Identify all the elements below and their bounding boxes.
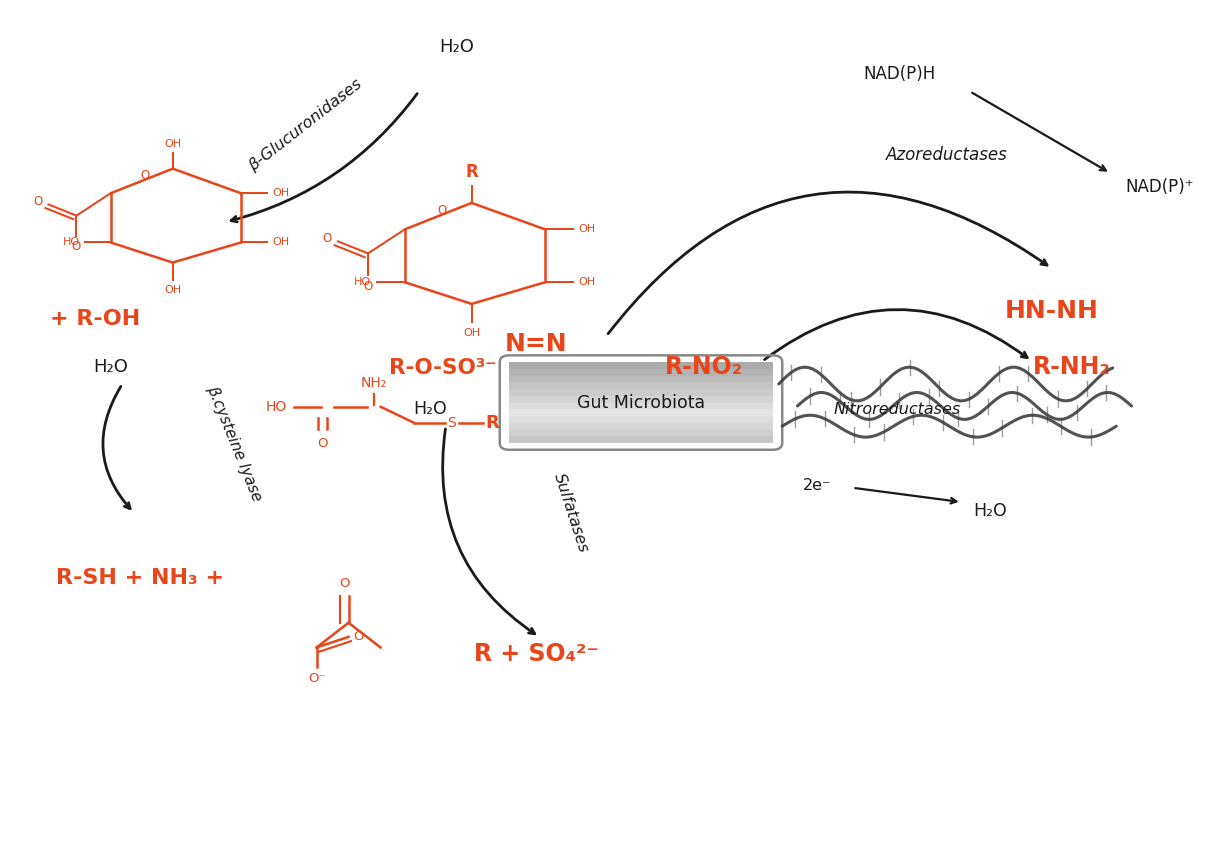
FancyBboxPatch shape: [509, 368, 772, 375]
Text: R + SO₄²⁻: R + SO₄²⁻: [473, 642, 599, 666]
Text: H₂O: H₂O: [414, 401, 448, 419]
FancyBboxPatch shape: [509, 375, 772, 382]
FancyBboxPatch shape: [509, 409, 772, 416]
Text: HO: HO: [63, 238, 80, 247]
FancyBboxPatch shape: [509, 416, 772, 423]
Text: HO: HO: [355, 278, 372, 287]
Text: OH: OH: [272, 238, 290, 247]
Text: O: O: [437, 204, 447, 216]
Text: O: O: [354, 630, 365, 643]
Text: R-NO₂: R-NO₂: [665, 355, 742, 380]
Text: HN-NH: HN-NH: [1005, 299, 1098, 323]
Text: 2e⁻: 2e⁻: [803, 478, 832, 492]
Text: OH: OH: [463, 328, 480, 338]
Text: O: O: [33, 194, 42, 208]
Text: R: R: [485, 413, 498, 432]
FancyBboxPatch shape: [509, 436, 772, 443]
Text: β.cysteine lyase: β.cysteine lyase: [204, 383, 264, 503]
Text: Nitroreductases: Nitroreductases: [834, 402, 961, 417]
Text: O: O: [322, 232, 331, 245]
FancyBboxPatch shape: [509, 362, 772, 368]
Text: Sulfatases: Sulfatases: [552, 471, 591, 554]
Text: R-NH₂: R-NH₂: [1033, 355, 1110, 380]
Text: R-O-SO³⁻: R-O-SO³⁻: [389, 358, 496, 378]
FancyBboxPatch shape: [509, 423, 772, 430]
Text: O: O: [72, 240, 81, 253]
Text: S: S: [447, 416, 455, 430]
Text: H₂O: H₂O: [93, 358, 128, 376]
Text: OH: OH: [272, 188, 290, 199]
Text: OH: OH: [578, 278, 595, 287]
Text: R: R: [465, 163, 478, 182]
Text: OH: OH: [164, 138, 181, 149]
Text: NAD(P)⁺: NAD(P)⁺: [1126, 177, 1194, 195]
Text: β-Glucuronidases: β-Glucuronidases: [246, 76, 365, 174]
Text: Azoreductases: Azoreductases: [886, 145, 1007, 164]
Text: R-SH + NH₃ +: R-SH + NH₃ +: [56, 568, 223, 588]
Text: Gut Microbiota: Gut Microbiota: [577, 394, 705, 412]
Text: HO: HO: [266, 400, 287, 413]
FancyBboxPatch shape: [509, 389, 772, 396]
Text: + R-OH: + R-OH: [49, 309, 140, 329]
Text: NAD(P)H: NAD(P)H: [863, 65, 935, 83]
Text: OH: OH: [578, 224, 595, 234]
FancyBboxPatch shape: [509, 402, 772, 409]
Text: OH: OH: [164, 285, 181, 295]
Text: NH₂: NH₂: [361, 376, 387, 390]
FancyBboxPatch shape: [509, 396, 772, 402]
FancyBboxPatch shape: [509, 430, 772, 436]
Text: H₂O: H₂O: [439, 38, 474, 57]
Text: O: O: [339, 577, 350, 590]
Text: N=N: N=N: [505, 332, 567, 357]
FancyBboxPatch shape: [509, 382, 772, 389]
Text: O: O: [140, 169, 150, 183]
Text: O: O: [363, 280, 373, 293]
Text: H₂O: H₂O: [973, 502, 1007, 520]
Text: O: O: [317, 437, 328, 450]
Text: O⁻: O⁻: [308, 672, 326, 684]
